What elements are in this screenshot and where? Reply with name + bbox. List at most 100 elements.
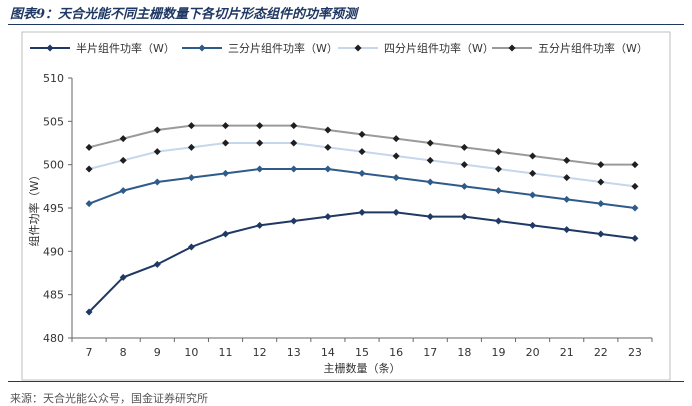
legend-label: 半片组件功率（W）	[76, 41, 175, 55]
x-tick-label: 7	[86, 346, 93, 359]
data-point	[290, 165, 298, 173]
x-tick-label: 17	[423, 346, 437, 359]
y-tick-label: 480	[43, 332, 64, 345]
legend-label: 三分片组件功率（W）	[228, 41, 338, 55]
data-point	[392, 208, 400, 216]
data-point	[256, 139, 264, 147]
x-tick-label: 22	[594, 346, 608, 359]
data-point	[426, 178, 434, 186]
y-tick-label: 490	[43, 245, 64, 258]
legend-label: 五分片组件功率（W）	[538, 41, 648, 55]
data-point	[153, 148, 161, 156]
x-tick-label: 13	[287, 346, 301, 359]
data-point	[426, 213, 434, 221]
data-point	[631, 161, 639, 169]
data-point	[460, 161, 468, 169]
data-point	[256, 165, 264, 173]
legend-marker	[198, 44, 206, 52]
data-point	[392, 152, 400, 160]
x-tick-label: 11	[219, 346, 233, 359]
data-point	[187, 143, 195, 151]
data-point	[597, 161, 605, 169]
data-point	[426, 139, 434, 147]
data-point	[358, 148, 366, 156]
data-point	[324, 165, 332, 173]
data-point	[187, 122, 195, 130]
y-tick-label: 505	[43, 115, 64, 128]
data-point	[119, 187, 127, 195]
x-tick-label: 14	[321, 346, 335, 359]
data-point	[494, 165, 502, 173]
y-axis-title: 组件功率（W）	[27, 170, 41, 247]
data-point	[119, 273, 127, 281]
data-point	[153, 178, 161, 186]
data-point	[563, 174, 571, 182]
data-point	[85, 143, 93, 151]
data-point	[324, 126, 332, 134]
data-point	[392, 174, 400, 182]
data-point	[324, 143, 332, 151]
x-tick-label: 9	[154, 346, 161, 359]
data-point	[153, 260, 161, 268]
x-tick-label: 23	[628, 346, 642, 359]
source-rule	[8, 381, 684, 382]
legend-label: 四分片组件功率（W）	[384, 41, 494, 55]
data-point	[460, 143, 468, 151]
x-tick-label: 16	[389, 346, 403, 359]
data-point	[290, 217, 298, 225]
data-point	[222, 139, 230, 147]
data-point	[494, 187, 502, 195]
data-point	[85, 200, 93, 208]
legend-marker	[508, 44, 516, 52]
data-point	[563, 156, 571, 164]
data-point	[358, 208, 366, 216]
data-point	[358, 130, 366, 138]
data-point	[153, 126, 161, 134]
data-point	[358, 169, 366, 177]
chart-frame	[21, 31, 671, 381]
data-point	[119, 156, 127, 164]
x-tick-label: 10	[184, 346, 198, 359]
data-point	[222, 122, 230, 130]
data-point	[392, 135, 400, 143]
data-point	[222, 230, 230, 238]
x-tick-label: 15	[355, 346, 369, 359]
title-rule	[8, 24, 684, 25]
data-point	[563, 195, 571, 203]
data-point	[256, 221, 264, 229]
data-point	[597, 200, 605, 208]
figure-title: 图表9：天合光能不同主栅数量下各切片形态组件的功率预测	[10, 7, 358, 22]
x-tick-label: 20	[526, 346, 540, 359]
data-point	[597, 230, 605, 238]
series-line	[88, 211, 636, 313]
y-tick-label: 500	[43, 159, 64, 172]
y-tick-label: 510	[43, 72, 64, 85]
data-point	[597, 178, 605, 186]
data-point	[426, 156, 434, 164]
y-tick-label: 495	[43, 202, 64, 215]
x-tick-label: 18	[457, 346, 471, 359]
data-point	[631, 204, 639, 212]
legend-marker	[46, 44, 54, 52]
data-point	[85, 165, 93, 173]
source-note: 来源：天合光能公众号，国金证券研究所	[10, 392, 208, 405]
data-point	[324, 213, 332, 221]
data-point	[85, 308, 93, 316]
x-tick-label: 12	[253, 346, 267, 359]
legend-marker	[354, 44, 362, 52]
y-tick-label: 485	[43, 289, 64, 302]
data-point	[494, 217, 502, 225]
data-point	[290, 122, 298, 130]
data-point	[460, 182, 468, 190]
data-point	[460, 213, 468, 221]
x-tick-label: 21	[560, 346, 574, 359]
data-point	[256, 122, 264, 130]
data-point	[631, 234, 639, 242]
data-point	[631, 182, 639, 190]
data-point	[529, 169, 537, 177]
x-tick-label: 19	[491, 346, 505, 359]
data-point	[529, 221, 537, 229]
data-point	[119, 135, 127, 143]
data-point	[529, 152, 537, 160]
